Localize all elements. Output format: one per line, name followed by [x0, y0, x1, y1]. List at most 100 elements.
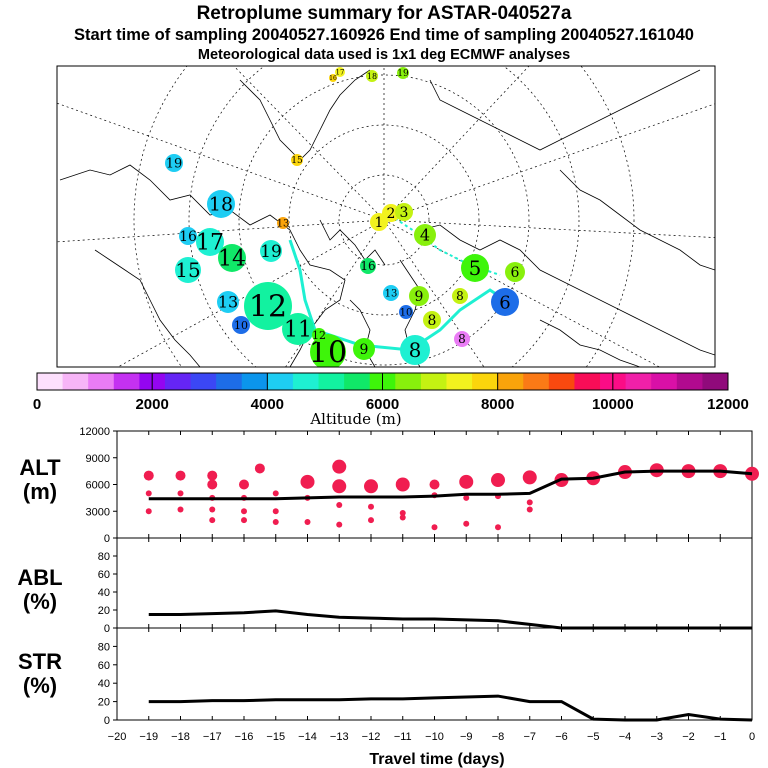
altitude-cluster-point [459, 474, 474, 489]
abl-ytick-label: 40 [98, 587, 110, 599]
alt-axis-label: ALT (m) [19, 455, 61, 504]
met-data-line: Meteorological data used is 1x1 deg ECMW… [197, 47, 571, 63]
str-ytick-label: 60 [98, 660, 110, 672]
altitude-cluster-point [175, 470, 186, 481]
plume-marker-10: 10 [399, 305, 413, 319]
plume-marker-19: 19 [260, 240, 282, 262]
plume-marker-16: 16 [329, 74, 337, 82]
svg-text:8: 8 [456, 289, 464, 303]
xtick-label: −6 [555, 731, 568, 743]
colorbar-cell [190, 373, 217, 390]
altitude-cluster-point [526, 506, 533, 513]
xtick-label: −4 [619, 731, 632, 743]
svg-text:1: 1 [375, 215, 384, 231]
svg-text:8: 8 [409, 338, 422, 362]
xtick-label: 0 [749, 731, 755, 743]
svg-text:14: 14 [218, 247, 246, 272]
str-ytick-label: 80 [98, 641, 110, 653]
colorbar-cell [625, 373, 652, 390]
colorbar-cell [88, 373, 115, 390]
altitude-ytick-label: 6000 [86, 480, 110, 492]
colorbar-cell [651, 373, 678, 390]
altitude-cluster-point [368, 503, 374, 510]
altitude-cluster-point [463, 494, 470, 501]
xtick-label: −9 [460, 731, 473, 743]
svg-text:13: 13 [218, 293, 238, 312]
plume-marker-14: 14 [218, 244, 246, 272]
plume-marker-17: 17 [196, 228, 224, 256]
plume-marker-11: 11 [282, 313, 314, 345]
svg-text:16: 16 [179, 229, 197, 245]
colorbar-cell [676, 373, 703, 390]
svg-text:16: 16 [329, 75, 337, 82]
altitude-cluster-point [364, 479, 378, 494]
svg-text:11: 11 [284, 318, 312, 343]
colorbar-tick-label: 6000 [366, 396, 399, 413]
colorbar-cell [344, 373, 371, 390]
plume-marker-4: 4 [414, 224, 436, 246]
altitude-cluster-point [368, 517, 374, 524]
colorbar-cell [62, 373, 89, 390]
str-series-line [148, 694, 753, 722]
colorbar-tick-label: 0 [33, 396, 41, 413]
altitude-cluster-point [522, 470, 537, 485]
altitude-cluster-point [336, 502, 343, 509]
altitude-series-line [148, 469, 753, 501]
altitude-cluster-point [207, 479, 218, 490]
altitude-cluster-point [304, 518, 311, 525]
sampling-times: Start time of sampling 20040527.160926 E… [74, 26, 694, 44]
altitude-cluster-point [272, 490, 279, 497]
str-ytick-label: 40 [98, 678, 110, 690]
svg-text:8: 8 [458, 332, 466, 346]
plume-marker-19: 19 [165, 154, 183, 172]
svg-text:2: 2 [387, 206, 396, 222]
svg-text:19: 19 [397, 69, 409, 79]
svg-text:19: 19 [166, 157, 183, 172]
plume-marker-13: 13 [383, 285, 399, 301]
svg-text:9: 9 [360, 342, 369, 358]
altitude-cluster-point [177, 506, 184, 513]
xtick-label: −19 [139, 731, 158, 743]
altitude-cluster-point [526, 499, 533, 506]
svg-text:16: 16 [360, 259, 375, 273]
svg-text:18: 18 [209, 194, 233, 216]
xtick-label: −13 [330, 731, 349, 743]
altitude-cluster-point [332, 459, 347, 474]
plume-marker-13: 13 [277, 217, 289, 230]
colorbar-tick-label: 8000 [481, 396, 514, 413]
svg-text:5: 5 [469, 256, 482, 280]
plume-marker-8: 8 [423, 311, 441, 329]
colorbar-tick-label: 12000 [707, 396, 749, 413]
xtick-label: −20 [108, 731, 127, 743]
xtick-label: −12 [362, 731, 381, 743]
altitude-cluster-point [332, 479, 347, 494]
plume-marker-17: 17 [335, 67, 345, 77]
xtick-label: −17 [203, 731, 222, 743]
plume-marker-9: 9 [409, 286, 429, 306]
svg-text:6: 6 [499, 292, 510, 313]
xtick-label: −5 [587, 731, 600, 743]
altitude-cluster-point [207, 470, 218, 481]
colorbar-tick-label: 10000 [592, 396, 634, 413]
altitude-cluster-point [241, 508, 247, 515]
colorbar-cell [113, 373, 140, 390]
xtick-label: −3 [650, 731, 663, 743]
plume-marker-12: 12 [244, 282, 292, 330]
str-ytick-label: 20 [98, 697, 110, 709]
plume-marker-9: 9 [353, 338, 375, 360]
plume-marker-12: 12 [312, 328, 326, 342]
altitude-cluster-point [145, 490, 152, 497]
altitude-cluster-point [336, 521, 343, 528]
svg-text:3: 3 [400, 205, 409, 221]
xtick-label: −18 [171, 731, 190, 743]
xtick-label: −15 [266, 731, 285, 743]
colorbar-cell [523, 373, 550, 390]
abl-ytick-label: 0 [104, 623, 110, 635]
svg-text:6: 6 [511, 265, 520, 281]
plume-marker-10: 10 [232, 316, 250, 334]
svg-text:4: 4 [420, 226, 430, 245]
altitude-cluster-point [239, 479, 249, 490]
altitude-cluster-point [395, 477, 410, 492]
